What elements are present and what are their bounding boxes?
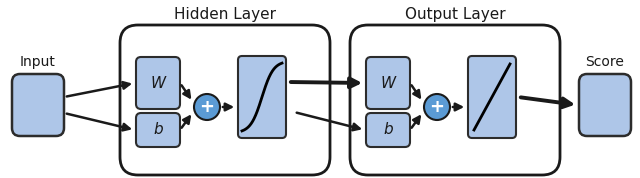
FancyBboxPatch shape xyxy=(366,57,410,109)
FancyBboxPatch shape xyxy=(468,56,516,138)
FancyBboxPatch shape xyxy=(12,74,64,136)
Text: +: + xyxy=(429,98,445,116)
Text: W: W xyxy=(380,75,396,90)
Text: +: + xyxy=(200,98,214,116)
Text: Hidden Layer: Hidden Layer xyxy=(174,7,276,22)
FancyBboxPatch shape xyxy=(350,25,560,175)
FancyBboxPatch shape xyxy=(120,25,330,175)
Text: b: b xyxy=(153,122,163,137)
Circle shape xyxy=(424,94,450,120)
Text: W: W xyxy=(150,75,166,90)
Text: Score: Score xyxy=(586,55,625,69)
Text: Input: Input xyxy=(20,55,56,69)
Text: b: b xyxy=(383,122,393,137)
FancyBboxPatch shape xyxy=(136,57,180,109)
FancyBboxPatch shape xyxy=(136,113,180,147)
FancyBboxPatch shape xyxy=(579,74,631,136)
FancyBboxPatch shape xyxy=(366,113,410,147)
FancyBboxPatch shape xyxy=(238,56,286,138)
Text: Output Layer: Output Layer xyxy=(404,7,506,22)
Circle shape xyxy=(194,94,220,120)
